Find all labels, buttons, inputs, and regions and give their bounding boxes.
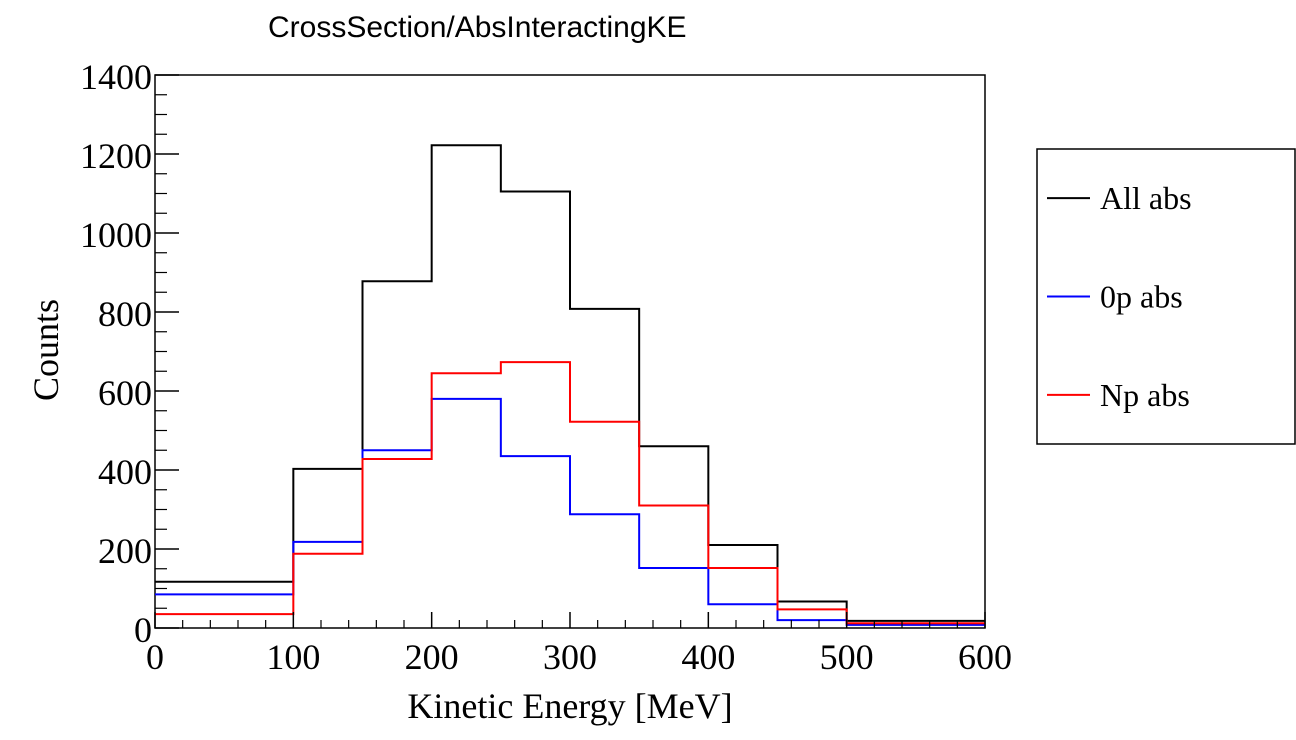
legend-label: 0p abs [1100,279,1183,315]
y-tick-label: 600 [98,373,152,413]
x-tick-label: 600 [958,637,1012,677]
x-tick-label: 100 [266,637,320,677]
y-tick-label: 1200 [80,136,152,176]
legend: All abs 0p abs Np abs [1036,148,1296,445]
y-tick-label: 0 [134,610,152,650]
x-tick-label: 0 [146,637,164,677]
y-tick-label: 1400 [80,57,152,97]
x-tick-label: 400 [681,637,735,677]
legend-label: Np abs [1100,377,1190,413]
series-line-1 [155,397,985,626]
series-line-2 [155,361,985,625]
y-tick-label: 400 [98,452,152,492]
y-axis-label: Counts [26,299,66,401]
y-tick-label: 1000 [80,215,152,255]
chart-title: CrossSection/AbsInteractingKE [268,11,687,44]
legend-label: All abs [1100,180,1192,216]
x-tick-label: 200 [405,637,459,677]
x-tick-label: 300 [543,637,597,677]
x-tick-label: 500 [820,637,874,677]
x-axis-label: Kinetic Energy [MeV] [407,686,732,726]
y-tick-label: 800 [98,294,152,334]
plot-frame [154,74,986,629]
y-tick-label: 200 [98,531,152,571]
